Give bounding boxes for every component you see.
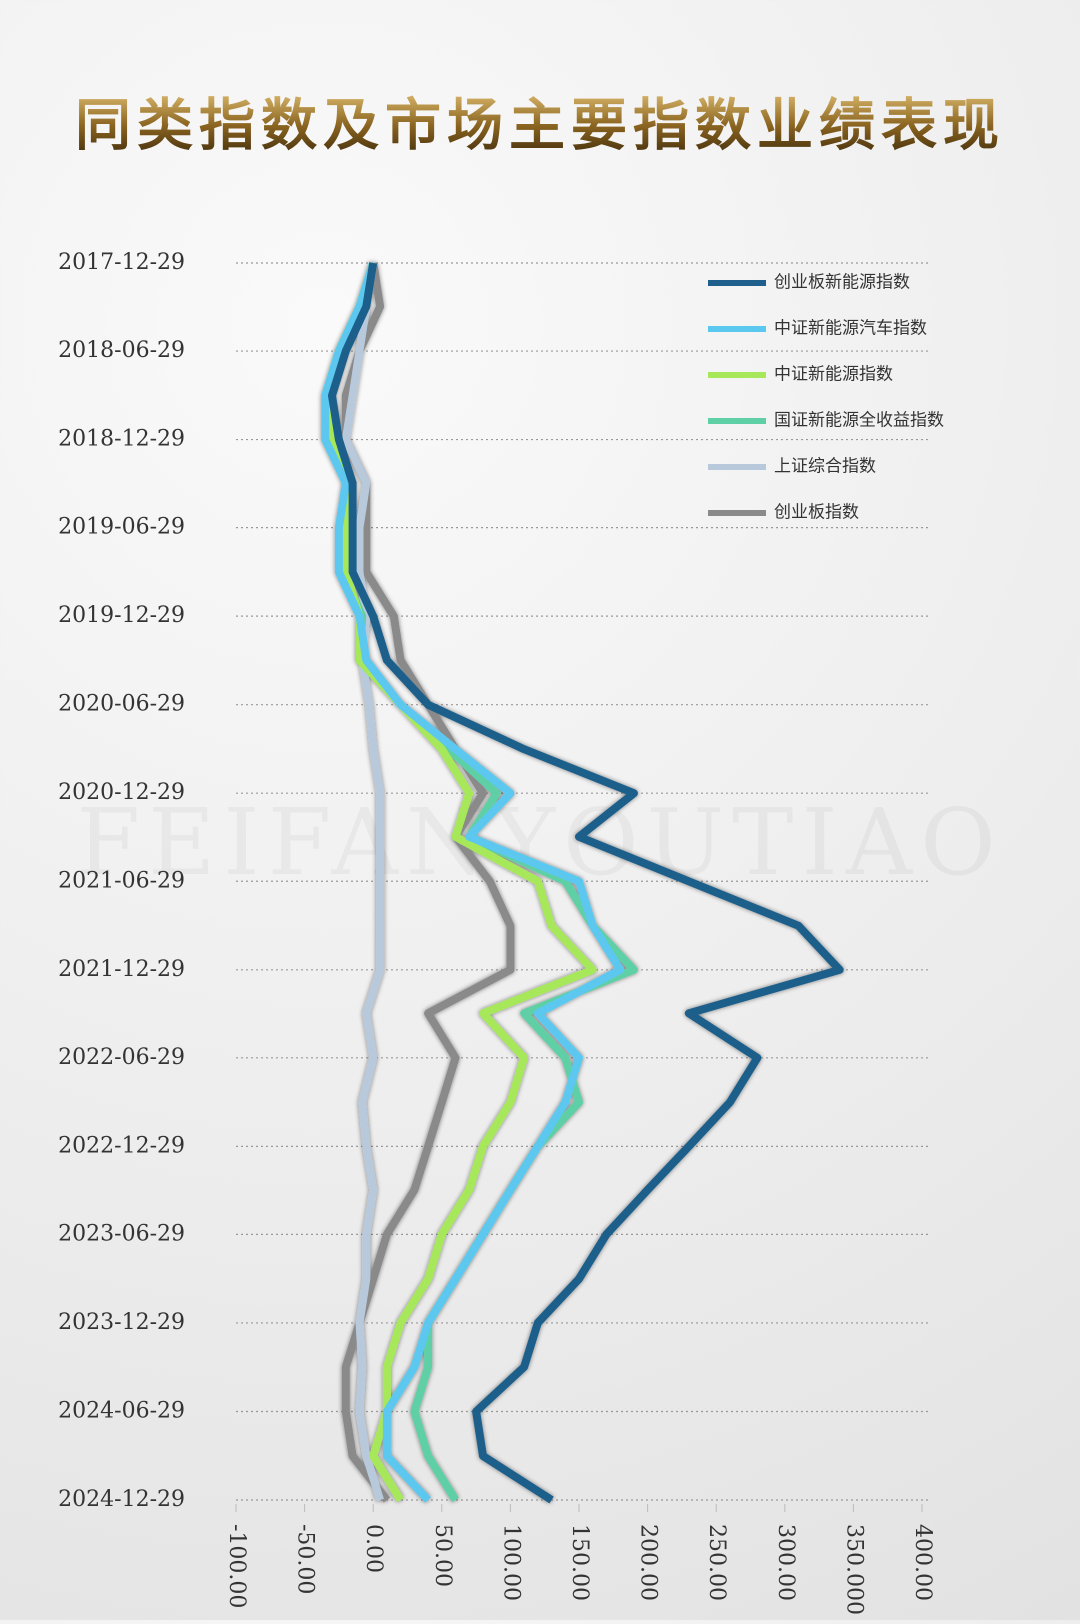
y-tick-label: 2023-06-29	[58, 1221, 185, 1246]
y-tick-label: 2019-06-29	[58, 515, 185, 540]
legend-label: 国证新能源全收益指数	[774, 411, 944, 431]
x-tick-label: 350.000	[841, 1524, 866, 1615]
legend-label: 创业板新能源指数	[774, 273, 910, 293]
x-tick-label: -50.00	[293, 1524, 318, 1594]
y-tick-label: 2019-12-29	[58, 603, 185, 628]
x-tick-label: 300.00	[773, 1524, 798, 1601]
y-tick-label: 2022-12-29	[58, 1133, 185, 1158]
legend-label: 创业板指数	[774, 503, 859, 523]
y-tick-label: 2023-12-29	[58, 1310, 185, 1335]
chart-title: 同类指数及市场主要指数业绩表现	[75, 93, 1005, 159]
legend-label: 中证新能源指数	[774, 365, 893, 385]
y-tick-label: 2018-06-29	[58, 338, 185, 363]
series-line	[341, 262, 385, 1502]
y-tick-label: 2020-12-29	[58, 780, 185, 805]
y-tick-label: 2022-06-29	[58, 1045, 185, 1070]
y-tick-label: 2017-12-29	[58, 250, 185, 275]
legend-label: 上证综合指数	[774, 457, 876, 477]
series-line	[328, 262, 844, 1504]
x-tick-label: 200.00	[636, 1524, 661, 1601]
series-group	[321, 261, 844, 1504]
x-tick-label: -100.00	[224, 1524, 249, 1608]
y-tick-label: 2020-06-29	[58, 692, 185, 717]
x-tick-label: 50.00	[430, 1524, 455, 1587]
x-tick-label: 100.00	[498, 1524, 523, 1601]
x-tick-label: 150.00	[567, 1524, 592, 1601]
x-tick-label: 400.00	[910, 1524, 935, 1601]
x-tick-label: 0.00	[361, 1524, 386, 1573]
y-tick-label: 2018-12-29	[58, 427, 185, 452]
series-line	[321, 261, 625, 1503]
y-tick-label: 2021-12-29	[58, 957, 185, 982]
y-tick-label: 2024-12-29	[58, 1487, 185, 1512]
y-tick-label: 2024-06-29	[58, 1398, 185, 1423]
legend-label: 中证新能源汽车指数	[774, 319, 927, 339]
x-tick-label: 250.00	[704, 1524, 729, 1601]
y-tick-label: 2021-06-29	[58, 868, 185, 893]
